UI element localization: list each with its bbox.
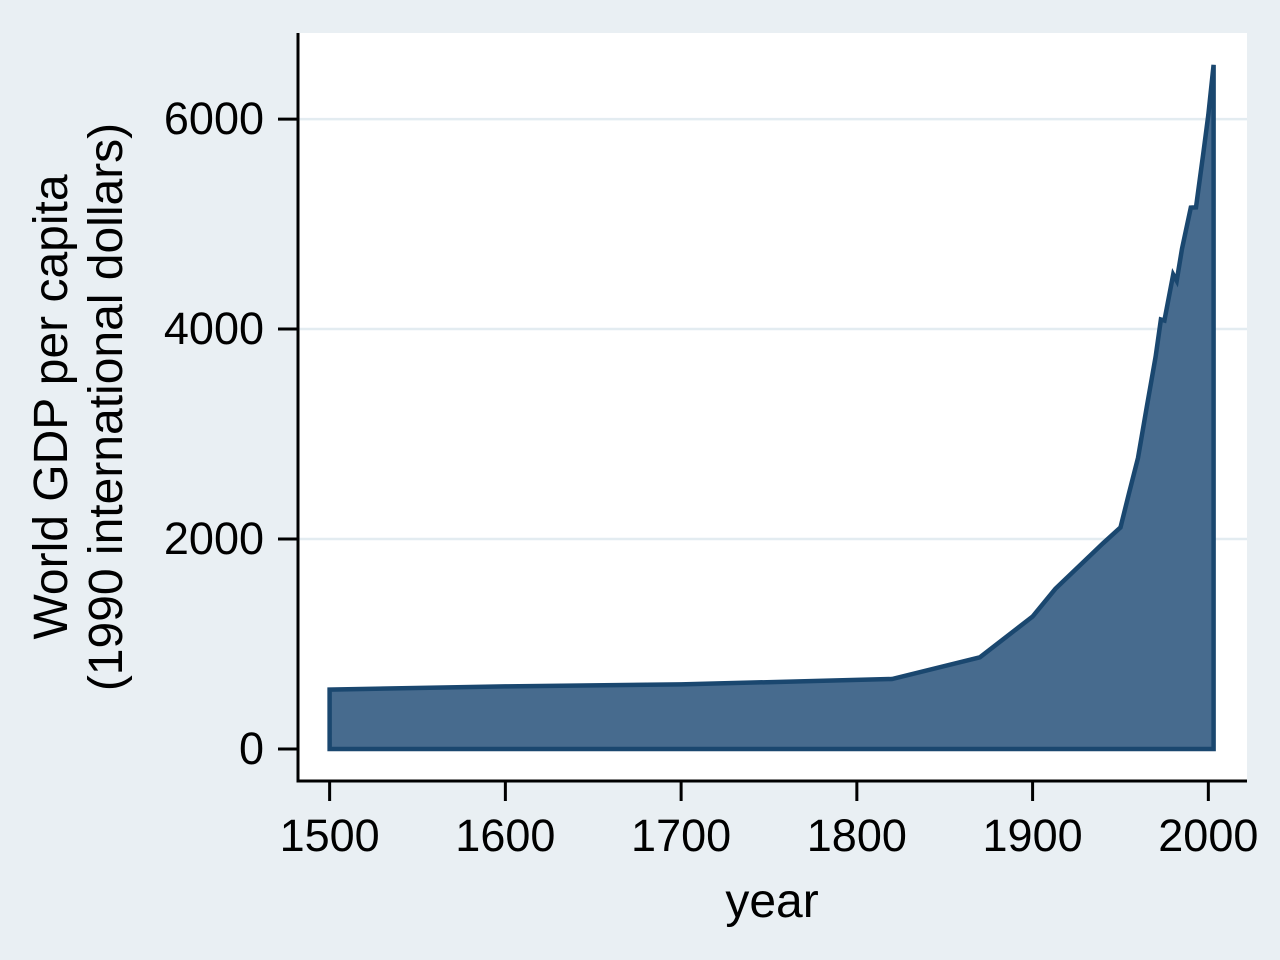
x-tick-label-1800: 1800 (806, 810, 907, 861)
area-series-world-gdp (327, 64, 1216, 752)
y-tick-label-6000: 6000 (163, 93, 264, 145)
x-tick-label-2000: 2000 (1158, 810, 1259, 861)
y-tick-label-2000: 2000 (163, 513, 264, 564)
x-tick-label-1900: 1900 (982, 810, 1083, 861)
x-tick-label-1600: 1600 (455, 810, 556, 861)
y-tick-label-4000: 4000 (163, 303, 264, 355)
y-tick-label-0: 0 (238, 722, 264, 774)
x-tick-label-1700: 1700 (631, 810, 732, 861)
x-axis-title: year (725, 875, 819, 928)
y-axis-title-line2: (1990 international dollars) (80, 122, 133, 692)
y-axis-title: World GDP per capita (1990 international… (24, 123, 134, 691)
y-axis-title-line1: World GDP per capita (25, 174, 78, 640)
x-tick-label-1500: 1500 (279, 810, 380, 861)
